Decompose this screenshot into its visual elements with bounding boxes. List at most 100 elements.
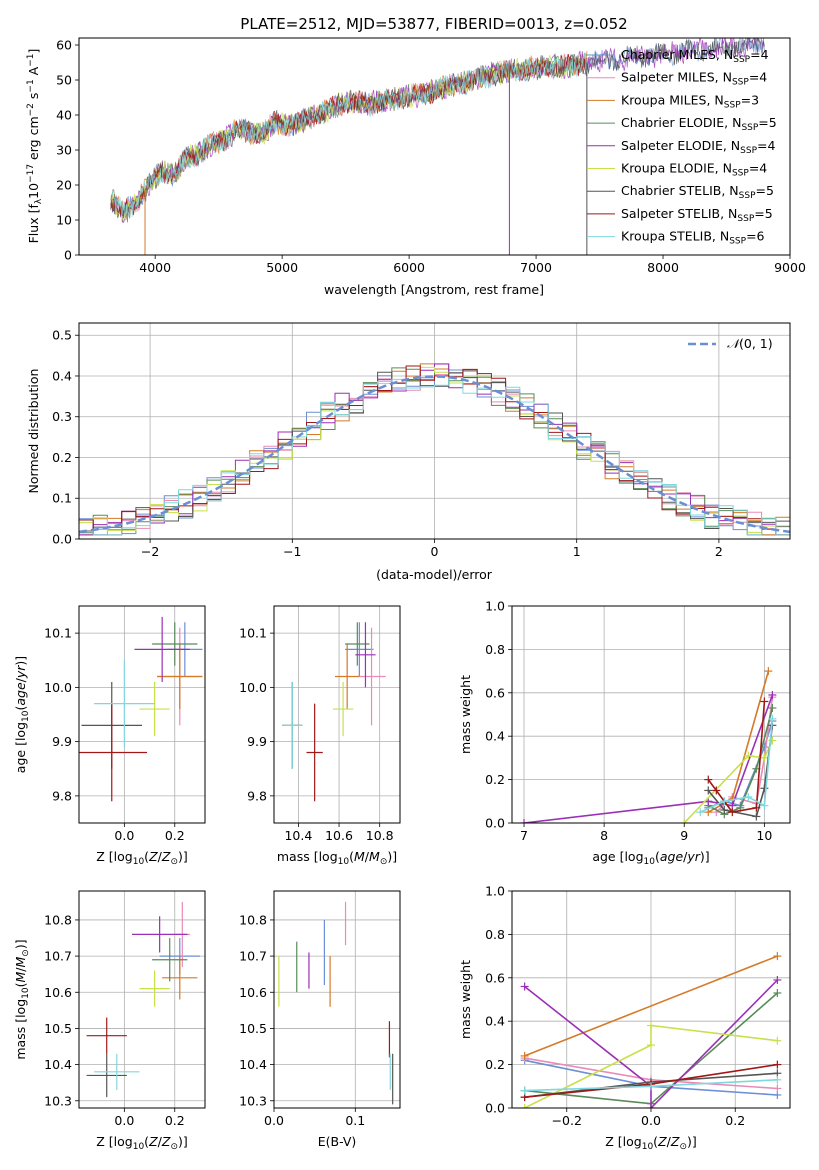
label-part: Salpeter MILES, N [621,70,732,85]
y-tick-label: 10.3 [239,1093,267,1108]
label-part: ( [144,1134,149,1149]
y-tick-label: 0.0 [485,1101,505,1116]
label-part: =4 [757,138,775,153]
y-tick-label: 10.1 [44,626,72,641]
x-tick-label: 0.2 [165,1113,185,1128]
panels: 4000 5000 6000 7000 8000 90000102030405060wav… [13,37,806,1152]
label-part: Z [161,849,171,864]
x-tick-label: 0.0 [641,1113,661,1128]
y-tick-label: 1.0 [485,884,505,899]
label-part: ] [26,49,41,54]
massweight_vs_age-frame [511,605,791,824]
label-part: Chabrier MILES, N [621,47,733,62]
y-tick-label: 0.4 [52,368,72,383]
label-part: −2 [26,103,36,116]
y-tick-label: 0.6 [485,970,505,985]
label-part: ( [349,849,354,864]
label-part: )] [13,656,28,666]
label-part: SSP [739,191,756,201]
histogram-series-9 [79,376,790,539]
massweight_vs_Z-xlabel: Z [log10(Z/Z⊙)] [605,1134,697,1152]
x-tick-label: 9 [680,828,688,843]
label-part: λ [34,198,44,204]
label-part: M [13,972,28,983]
label-part: ( [144,849,149,864]
y-tick-label: 10.4 [239,1057,267,1072]
massweight_vs_age-ylabel: mass weight [458,675,473,754]
massweight_vs_Z-plot-area [520,952,782,1108]
y-tick-label: 0.8 [485,642,505,657]
label-part: ⊙ [21,949,31,957]
label-part: 10 [26,183,41,199]
label-part: =4 [750,47,768,62]
label-part: / [667,1134,672,1149]
x-tick-label: 7 [520,828,528,843]
label-part: 10 [21,710,31,722]
spectrum-axes: 4000 5000 6000 7000 8000 9000 0 10 20 30 40 50 60 wav… [26,37,806,297]
y-tick-label: 9.8 [247,788,267,803]
massweight_vs_Z-ylabel: mass weight [458,960,473,1039]
label-part: SSP [733,55,750,65]
normal-curve [79,375,790,534]
y-tick-label: 0.6 [485,685,505,700]
legend-label: Kroupa ELODIE, NSSP=4 [621,161,767,179]
label-part: )] [700,849,710,864]
label-part: Z [148,1134,158,1149]
y-tick-label: 10.3 [44,1093,72,1108]
label-part: ( [13,706,28,711]
y-tick-label: 0.2 [52,450,72,465]
label-part: ⊙ [380,857,388,867]
mass_vs_EBV-xlabel: E(B-V) [318,1134,357,1149]
label-part: Z [161,1134,171,1149]
mass_vs_EBV-frame [273,890,401,1109]
label-part: Z [670,1134,680,1149]
legend-label: Chabrier STELIB, NSSP=5 [621,183,774,201]
label-part: s [26,93,41,104]
label-part: mass [log [277,849,338,864]
mass_vs_Z-axes: 0.0 0.210.310.410.510.610.710.8Z [log10(Z… [13,890,206,1152]
legend-label: Chabrier ELODIE, NSSP=5 [621,115,777,133]
label-part: / [13,677,28,682]
label-part: age [13,682,28,706]
mass-weight-series-3 [524,955,778,1057]
label-part: Kroupa MILES, N [621,92,724,107]
label-part: ⊙ [170,1142,178,1152]
label-part: 10 [133,857,145,867]
x-tick-label: 9000 [774,260,806,275]
y-tick-label: 10.4 [44,1057,72,1072]
label-part: 10 [338,857,350,867]
x-tick-label: 10 [756,828,772,843]
label-part: Z [log [96,1134,132,1149]
label-part: =4 [749,70,767,85]
legend-label: Salpeter ELODIE, NSSP=4 [621,138,776,156]
label-part: Chabrier STELIB, N [621,183,739,198]
label-part: / [158,849,163,864]
legend-label: Chabrier MILES, NSSP=4 [621,47,769,65]
x-tick-label: 10.8 [366,828,394,843]
mass-weight-series-5 [524,979,778,1108]
mass_vs_EBV-plot-area [278,901,394,1105]
x-tick-label: 4000 [139,260,171,275]
label-part: age [log [13,722,28,773]
label-part: −1 [26,79,36,92]
y-tick-label: 1.0 [485,599,505,614]
mass_vs_EBV-axes: 0.0 0.1 10.3 10.4 10.5 10.6 10.7 10.8 E(B-V) [239,890,401,1149]
y-tick-label: 0.0 [52,532,72,547]
y-tick-label: 10.8 [239,912,267,927]
age_vs_Z-plot-area [79,616,203,802]
x-tick-label: −1 [283,544,301,559]
x-tick-label: 0.1 [345,1113,365,1128]
mass_vs_Z-frame [78,890,206,1109]
label-part: A [26,66,41,79]
label-part: 10 [133,1142,145,1152]
y-tick-label: 10.6 [44,985,72,1000]
mass-weight-series-6 [524,1024,778,1108]
figure-title: PLATE=2512, MJD=53877, FIBERID=0013, z=0… [240,15,627,33]
label-part: =3 [741,92,759,107]
legend-label: Kroupa MILES, NSSP=3 [621,92,759,110]
spectrum-ylabel: Flux [fλ10−17 erg cm−2 s−1 A−1] [26,49,44,244]
x-tick-label: 0.2 [165,828,185,843]
x-tick-label: 1 [573,544,581,559]
x-tick-label: 8 [600,828,608,843]
